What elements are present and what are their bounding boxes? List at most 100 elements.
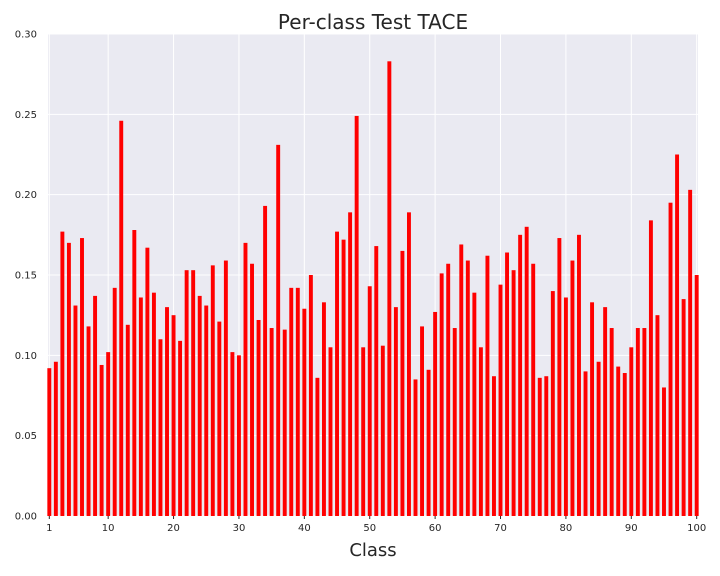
x-tick-label: 100 (687, 523, 706, 534)
bar (132, 230, 137, 516)
bar (217, 321, 222, 516)
bar (367, 286, 372, 516)
bar (80, 238, 84, 517)
bar (289, 287, 294, 516)
bar (66, 242, 71, 516)
bar (505, 252, 510, 516)
bar (642, 328, 647, 516)
bar (236, 355, 241, 516)
x-axis-label: Class (349, 540, 396, 561)
bar (563, 297, 568, 516)
bar (681, 299, 686, 516)
bar (112, 287, 117, 516)
chart-title: Per-class Test TACE (278, 10, 468, 34)
x-tick-label: 40 (298, 523, 311, 534)
bar (407, 212, 411, 516)
bar (341, 239, 346, 516)
bars (47, 61, 699, 517)
y-tick-label: 0.00 (15, 512, 37, 523)
bar (439, 273, 444, 516)
bar (125, 324, 130, 516)
bar (485, 255, 490, 516)
bar (282, 329, 287, 516)
bar (191, 270, 196, 516)
bar (518, 234, 523, 516)
y-tick-label: 0.15 (15, 271, 37, 282)
bar (361, 347, 366, 516)
bar (465, 260, 470, 516)
bar (197, 295, 202, 516)
x-tick-label: 50 (363, 523, 376, 534)
bar (204, 305, 209, 516)
x-tick-label: 20 (167, 523, 180, 534)
bar (165, 307, 169, 516)
x-tick-label: 60 (429, 523, 442, 534)
bar (354, 115, 359, 516)
bar (622, 373, 627, 516)
bar (119, 120, 124, 516)
bar (178, 340, 183, 516)
bar (688, 189, 693, 516)
x-tick-label: 30 (233, 523, 246, 534)
bar (86, 326, 91, 516)
bar (675, 154, 680, 516)
bar (387, 61, 392, 517)
bar (524, 226, 529, 517)
bar (243, 242, 248, 516)
bar (609, 328, 614, 516)
bar (269, 328, 274, 516)
bar (250, 263, 254, 516)
bar (544, 376, 549, 516)
bar (308, 275, 313, 516)
bar (648, 220, 653, 516)
bar (478, 347, 483, 516)
bar (452, 328, 457, 516)
bar (276, 144, 281, 517)
bar (629, 347, 634, 516)
bar (315, 377, 320, 516)
bar (459, 244, 464, 516)
bar (557, 238, 562, 517)
bar (596, 361, 601, 516)
bar (400, 250, 405, 516)
bar (570, 260, 575, 516)
bar (295, 287, 300, 516)
y-tick-label: 0.05 (15, 431, 37, 442)
bar (511, 270, 516, 516)
bar (184, 270, 189, 516)
bar (99, 364, 104, 516)
x-axis-ticks: 1 10 20 30 40 50 60 70 80 90 100 (46, 516, 706, 534)
bar (472, 292, 477, 516)
bar (492, 376, 496, 516)
y-tick-label: 0.25 (15, 110, 37, 121)
bar (531, 263, 536, 516)
x-tick-label: 1 (46, 523, 52, 534)
bar (662, 387, 666, 516)
bar (321, 302, 326, 516)
y-axis-ticks: 0.00 0.05 0.10 0.15 0.20 0.25 0.30 (15, 30, 37, 523)
bar (550, 291, 555, 516)
bar (60, 231, 65, 516)
bar (106, 352, 111, 516)
bar (263, 205, 268, 516)
bar (380, 345, 385, 516)
bar (335, 231, 339, 516)
bar (433, 311, 438, 516)
x-tick-label: 90 (625, 523, 638, 534)
bar (138, 297, 143, 516)
bar (668, 202, 673, 516)
bar (328, 347, 333, 516)
bar (583, 371, 588, 516)
bar (302, 308, 307, 516)
bar (73, 305, 78, 516)
x-tick-label: 10 (102, 523, 115, 534)
bar (256, 319, 261, 516)
bar (151, 292, 156, 516)
bar (590, 302, 595, 516)
bar (635, 328, 640, 516)
bar (694, 275, 699, 516)
bar (374, 246, 379, 516)
y-tick-label: 0.20 (15, 190, 37, 201)
bar (158, 339, 163, 516)
y-tick-label: 0.10 (15, 351, 37, 362)
